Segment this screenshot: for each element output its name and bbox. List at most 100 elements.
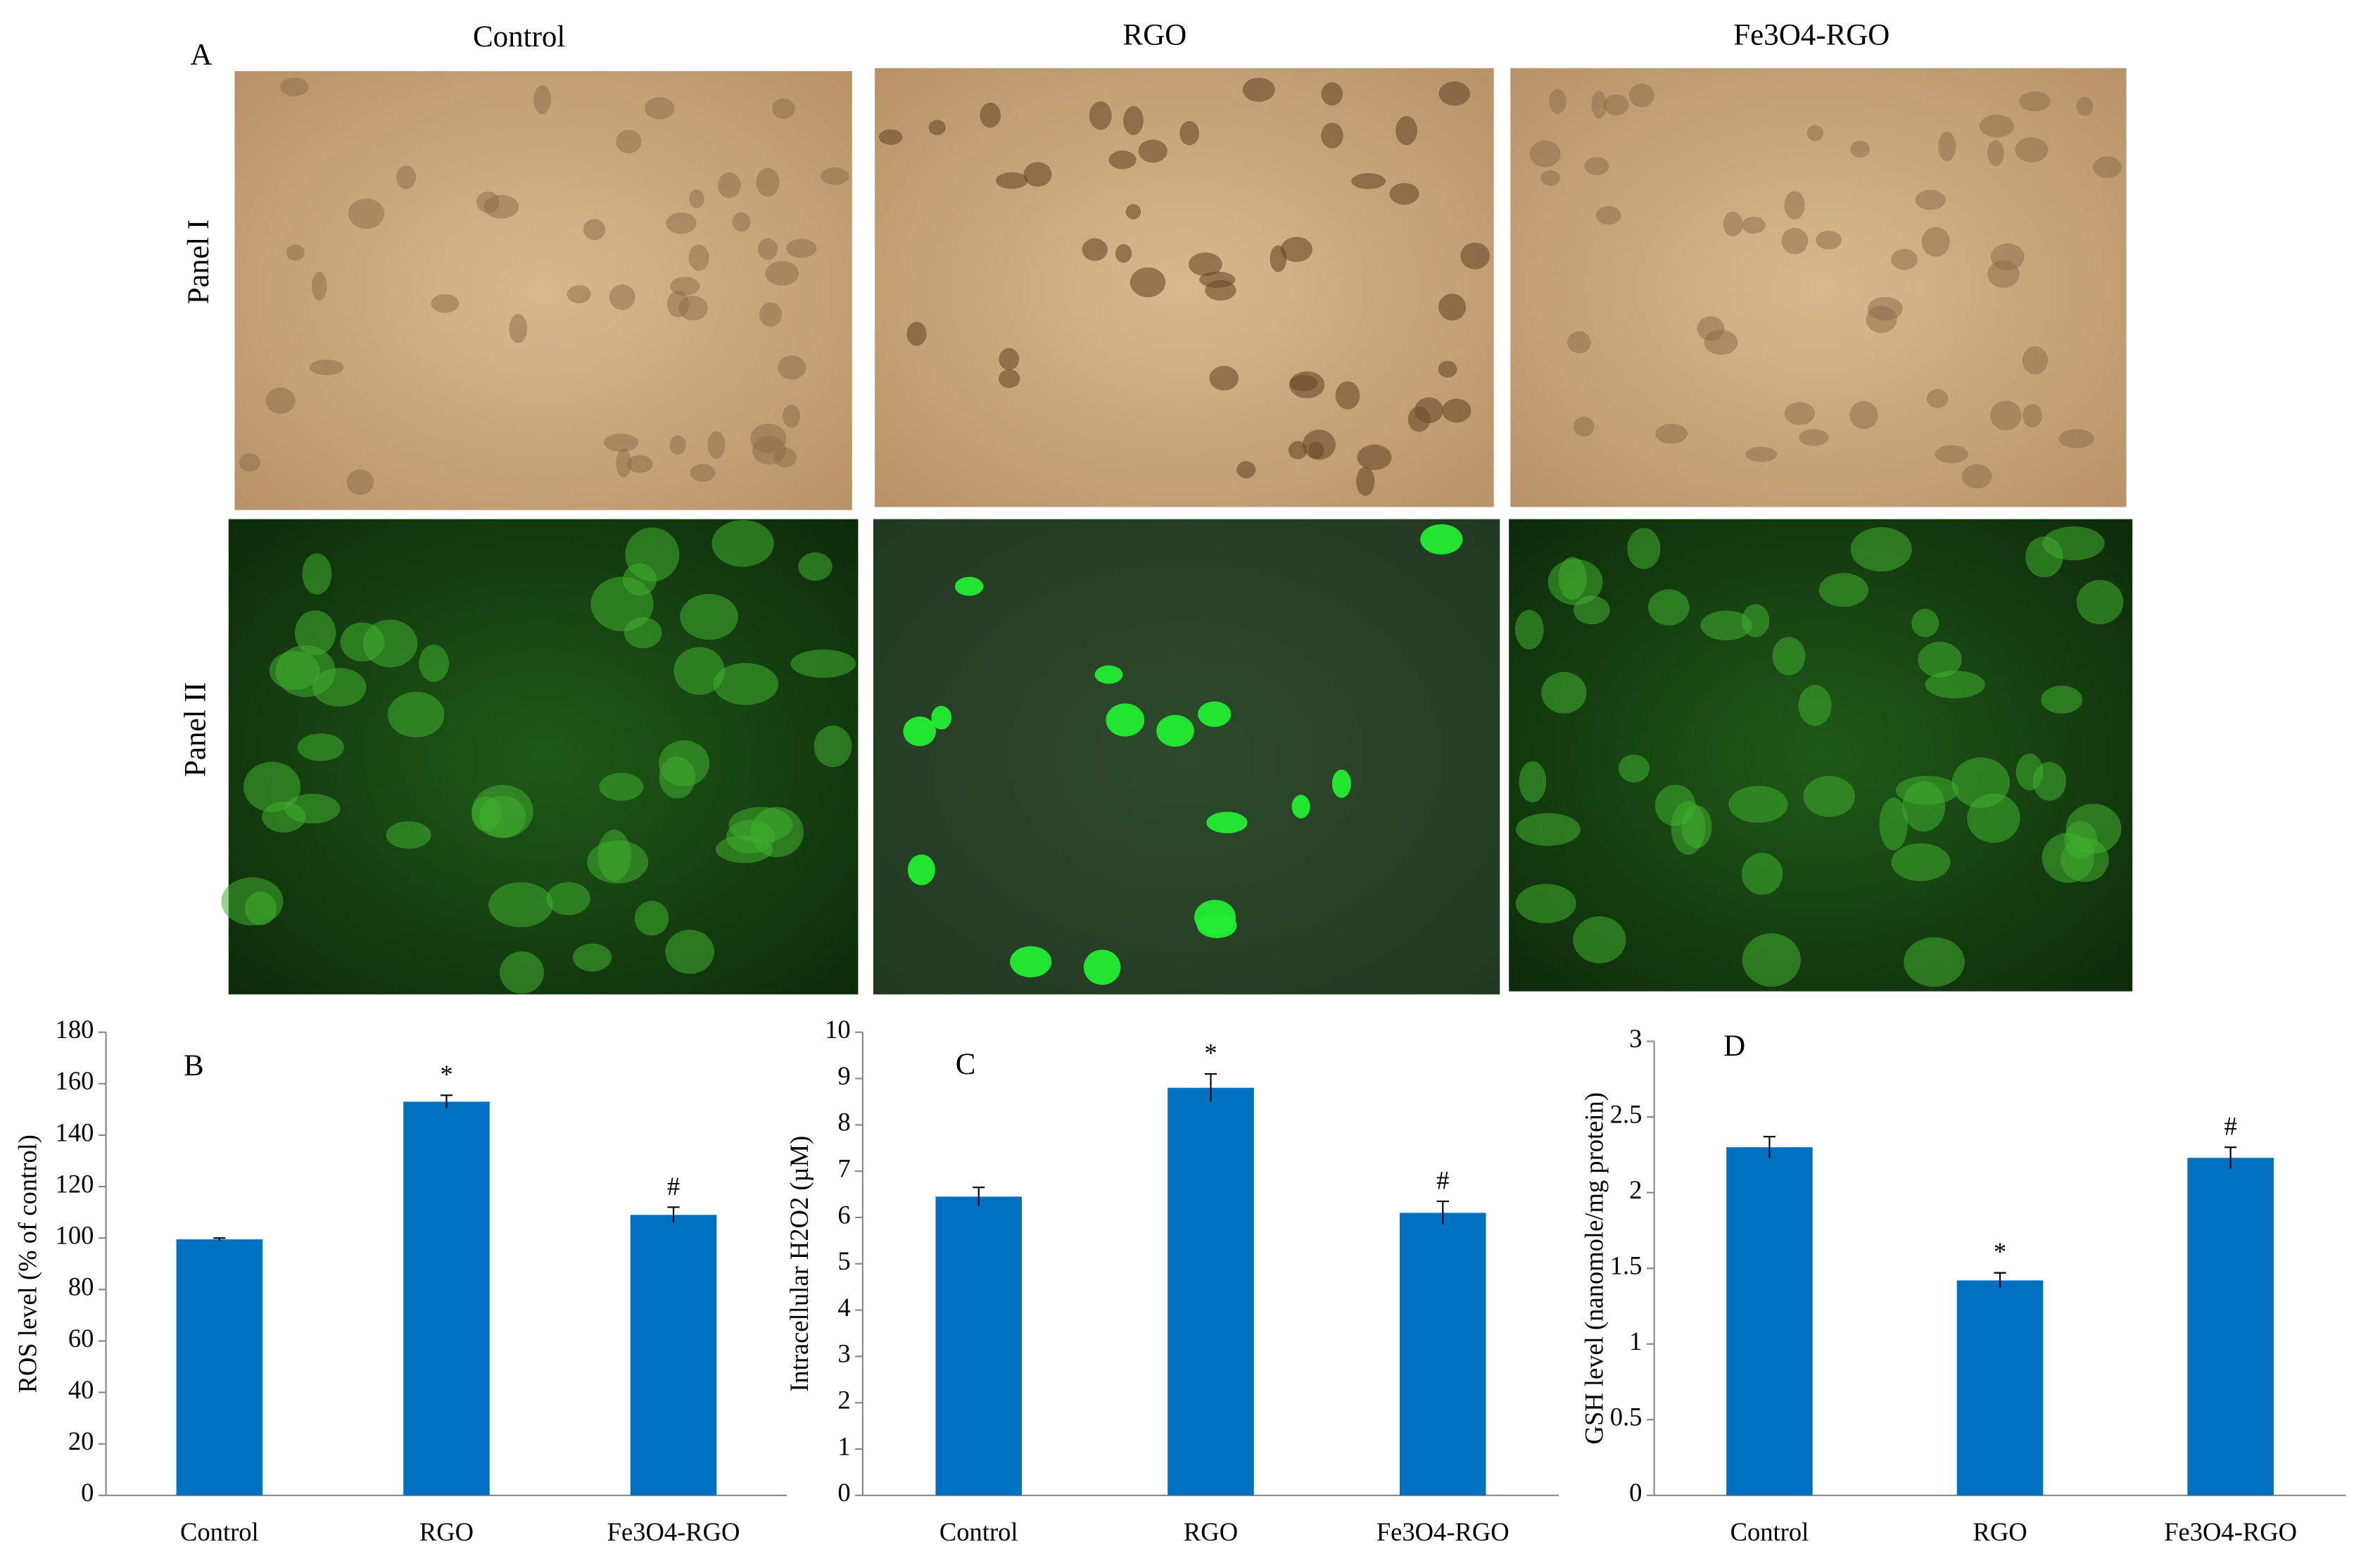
cell [221,877,284,926]
cell [777,355,806,380]
cell [669,435,687,455]
cell [1573,595,1610,625]
cell [666,212,697,234]
cell [609,284,635,310]
cell [757,238,778,260]
cell [1925,671,1985,699]
cell [1742,216,1766,234]
cell [1891,248,1918,270]
cell [1911,609,1939,638]
cell [798,552,833,581]
cell [1728,785,1788,823]
y-tick-label: 120 [56,1169,94,1198]
cell [1700,610,1752,640]
y-tick-label: 3 [837,1339,850,1368]
cell [1627,528,1661,569]
y-tick-label: 40 [68,1375,94,1404]
y-tick-label: 2 [837,1386,850,1415]
cell [1772,637,1806,676]
cell [297,733,344,761]
cell [2019,91,2051,112]
x-tick-label: Fe3O4-RGO [607,1517,740,1546]
cell [931,705,952,730]
cell [1438,81,1470,106]
y-tick-label: 100 [56,1221,94,1250]
cell [1082,238,1108,261]
cell [1902,781,1946,832]
cell [906,322,927,346]
cell [1816,230,1842,250]
cell [820,167,849,185]
y-tick-label: 20 [68,1427,94,1455]
chart-label: B [184,1049,204,1082]
cell [2015,753,2044,790]
cell [1742,933,1801,987]
cell [903,716,936,747]
y-axis-title: GSH level (nanomole/mg protein) [1579,1092,1608,1444]
cell [1921,227,1950,257]
cell [346,469,374,495]
cell [928,120,946,135]
cell [1395,115,1417,146]
cell [419,644,449,682]
y-tick-label: 7 [837,1154,850,1183]
cell [980,102,1001,128]
cell [1289,374,1318,392]
cell [1438,293,1467,321]
cell [1655,424,1688,444]
bar [1956,1280,2044,1496]
cell [2076,96,2094,116]
cell [1803,776,1855,817]
column-heading: Control [473,20,565,53]
cell [1818,573,1869,607]
cell [1331,769,1351,798]
cell [1935,445,1968,464]
x-tick-label: Fe3O4-RGO [1376,1517,1509,1546]
cell [707,431,726,459]
cell [294,610,336,656]
y-tick-label: 6 [837,1200,850,1229]
cell [1407,406,1431,432]
cell [1123,106,1144,136]
cell [1321,82,1343,106]
cell [1189,252,1222,277]
bar [2187,1158,2274,1496]
cell [1938,132,1956,161]
cell [1198,701,1232,727]
cell [665,929,715,974]
cell [2076,579,2124,625]
cell [387,691,445,738]
bar [1399,1213,1486,1496]
cell [1138,139,1167,163]
micrographs [221,68,2133,994]
cell [1335,381,1360,410]
cell [2058,429,2094,449]
cell [688,244,709,271]
cell [1951,757,2011,809]
cell [243,761,301,812]
cell [690,463,716,482]
cell [814,726,852,768]
chart-label: C [956,1048,976,1081]
significance-mark: * [1204,1039,1217,1068]
y-tick-label: 1 [1629,1327,1642,1355]
y-tick-label: 0 [837,1478,850,1507]
cell [309,359,344,376]
cell [1288,441,1308,460]
cell [1083,949,1121,985]
cell [583,219,606,241]
cell [645,97,675,120]
cell [1584,157,1609,176]
cell [1850,141,1871,158]
cell [1879,797,1908,851]
cell [999,348,1020,370]
bar [403,1101,490,1496]
cell [302,553,332,595]
cell [2041,685,2083,714]
y-tick-label: 4 [837,1293,850,1322]
cell [476,191,500,213]
cell [670,277,700,296]
x-tick-label: Control [1730,1517,1809,1546]
cell [1206,811,1248,834]
